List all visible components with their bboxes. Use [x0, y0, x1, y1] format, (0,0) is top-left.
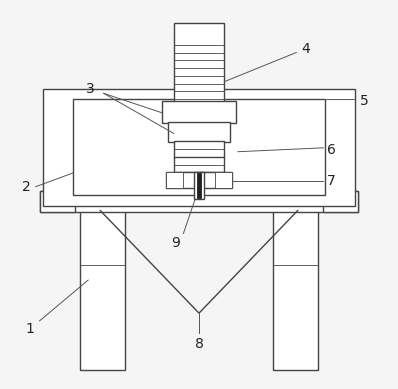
Bar — [174, 23, 224, 109]
Text: 6: 6 — [327, 143, 336, 157]
Bar — [39, 191, 74, 212]
Bar — [80, 208, 125, 370]
Bar — [197, 173, 201, 198]
Text: 3: 3 — [86, 82, 94, 96]
Bar — [273, 208, 318, 370]
Bar — [215, 172, 232, 188]
Bar — [43, 89, 355, 206]
Bar — [166, 172, 232, 188]
Bar — [162, 101, 236, 123]
Bar — [168, 122, 230, 142]
Bar — [72, 99, 326, 194]
Text: 8: 8 — [195, 337, 203, 351]
Bar — [39, 191, 359, 212]
Text: 7: 7 — [327, 174, 336, 188]
Bar — [324, 191, 359, 212]
Bar — [194, 172, 204, 199]
Bar — [174, 141, 224, 158]
Bar — [174, 157, 224, 172]
Text: 9: 9 — [171, 236, 180, 250]
Text: 1: 1 — [25, 322, 34, 336]
Text: 4: 4 — [302, 42, 310, 56]
Text: 5: 5 — [360, 94, 369, 108]
Bar — [166, 172, 183, 188]
Text: 2: 2 — [21, 180, 30, 194]
